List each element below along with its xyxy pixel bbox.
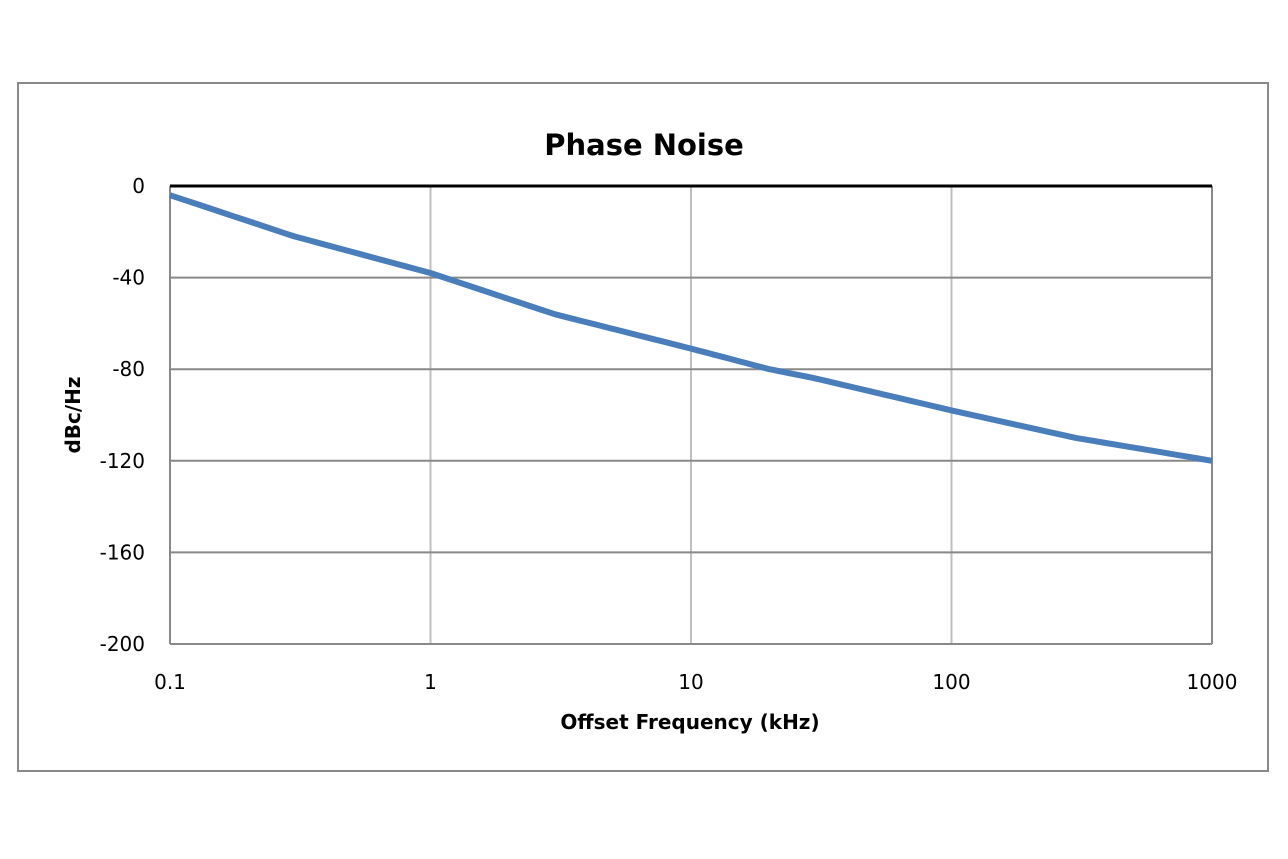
y-axis-label: dBc/Hz: [61, 376, 85, 454]
tick-label: -120: [100, 449, 145, 473]
chart-title: Phase Noise: [544, 128, 744, 162]
tick-label: 0: [132, 174, 145, 198]
x-axis-label: Offset Frequency (kHz): [560, 710, 820, 734]
chart-frame: [17, 82, 1269, 772]
gridlines: [169, 184, 1213, 645]
tick-label: -80: [112, 357, 145, 381]
tick-label: 1000: [1187, 670, 1238, 694]
tick-label: -160: [100, 540, 145, 564]
tick-label: -40: [112, 266, 145, 290]
tick-label: 0.1: [154, 670, 186, 694]
tick-label: -200: [100, 632, 145, 656]
tick-label: 1: [424, 670, 437, 694]
tick-label: 100: [932, 670, 970, 694]
tick-label: 10: [678, 670, 703, 694]
tick-labels: 0.1 1 10 100 1000 0 -40 -80 -120 -160 -200: [100, 174, 1238, 694]
series-line: [169, 192, 1213, 464]
